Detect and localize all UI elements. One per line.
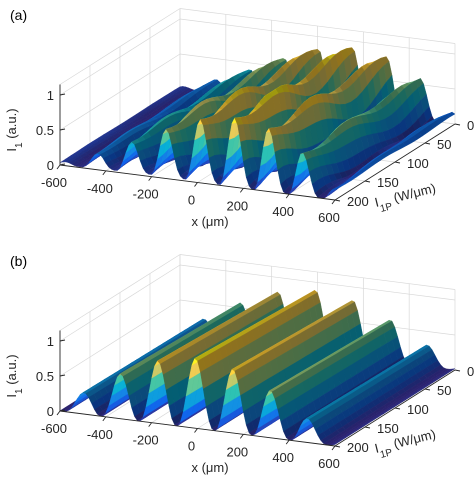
x-tick-label: 0	[188, 439, 195, 454]
z-tick-label: 0.5	[36, 123, 54, 138]
x-tick-label: 400	[272, 450, 294, 465]
axes: -600 -400 -200 0 200 400 600 0 50 100 150 200 0 0.5 1 x…	[4, 330, 474, 475]
x-tick-label: 0	[188, 193, 195, 208]
panel-b: -600 -400 -200 0 200 400 600 0 50 100 150 200 0 0.5 1 x…	[4, 253, 474, 475]
surface	[59, 47, 456, 199]
x-tick-label: 200	[226, 198, 248, 213]
y-tick-label: 100	[407, 402, 429, 417]
x-axis-label: x (μm)	[191, 214, 228, 229]
panel-label: (b)	[10, 253, 27, 269]
x-tick-label: 600	[318, 210, 340, 225]
z-axis-label: I1 (a.u.)	[4, 354, 25, 397]
x-tick-label: -600	[41, 175, 67, 190]
z-tick-label: 1	[47, 334, 54, 349]
x-tick-label: -400	[87, 181, 113, 196]
x-tick-label: -200	[133, 433, 159, 448]
z-tick-label: 0	[47, 404, 54, 419]
y-tick-label: 0	[467, 364, 474, 379]
z-tick-label: 1	[47, 88, 54, 103]
x-tick-label: 200	[226, 444, 248, 459]
y-tick-label: 50	[437, 383, 451, 398]
y-tick-label: 200	[347, 194, 369, 209]
x-tick-label: 400	[272, 204, 294, 219]
panel-label: (a)	[10, 7, 27, 23]
z-tick-label: 0	[47, 158, 54, 173]
y-tick-label: 0	[467, 118, 474, 133]
x-tick-label: -600	[41, 421, 67, 436]
z-tick-label: 0.5	[36, 369, 54, 384]
x-tick-label: -200	[133, 187, 159, 202]
y-tick-label: 200	[347, 440, 369, 455]
x-axis-label: x (μm)	[191, 460, 228, 475]
z-axis-label: I1 (a.u.)	[4, 108, 25, 151]
axes: -600 -400 -200 0 200 400 600 0 50 100 150 200 0 0.5 1 x…	[4, 84, 474, 229]
x-tick-label: -400	[87, 427, 113, 442]
x-tick-label: 600	[318, 456, 340, 471]
surface	[59, 289, 456, 446]
y-tick-label: 100	[407, 156, 429, 171]
y-tick-label: 50	[437, 137, 451, 152]
y-tick-label: 150	[377, 421, 399, 436]
y-tick-label: 150	[377, 175, 399, 190]
panel-a: -600 -400 -200 0 200 400 600 0 50 100 150 200 0 0.5 1 x…	[4, 7, 474, 229]
